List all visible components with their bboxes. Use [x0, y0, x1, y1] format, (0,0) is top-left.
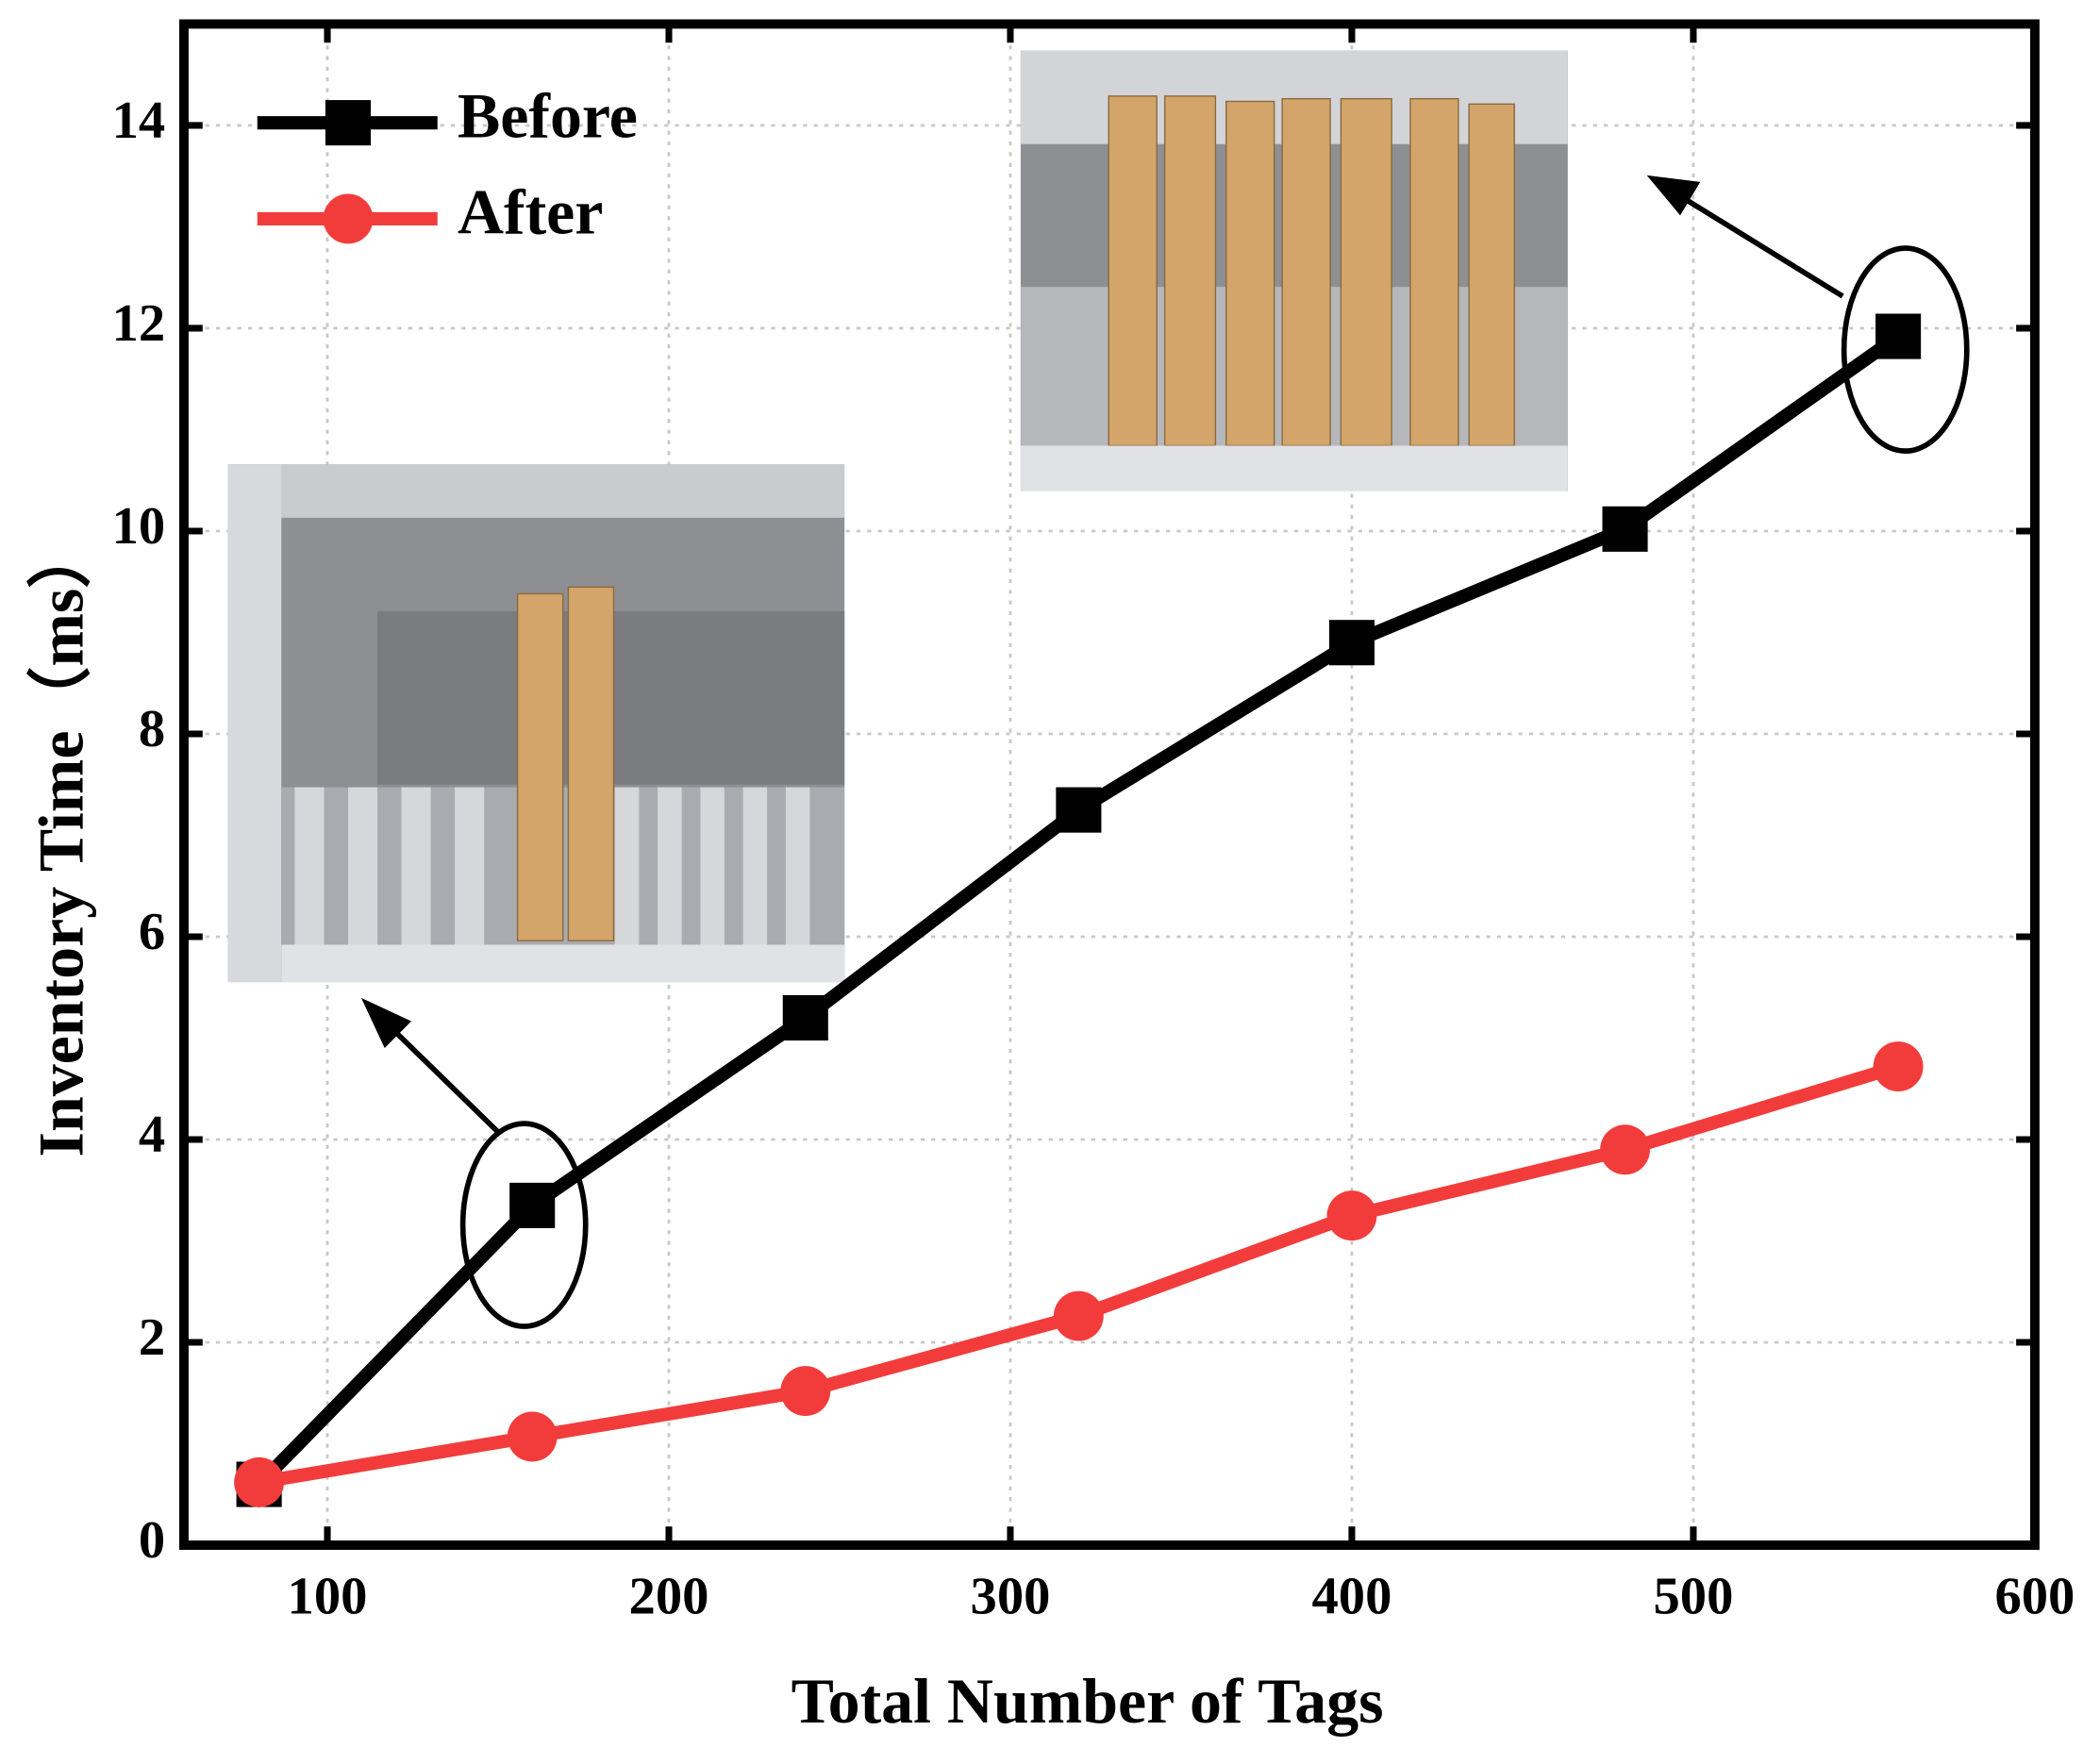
- data-point: [234, 1456, 285, 1507]
- legend-marker: [325, 100, 372, 146]
- y-tick-label: 0: [139, 1511, 165, 1570]
- x-tick-label: 300: [971, 1567, 1051, 1625]
- y-tick-label: 10: [112, 497, 166, 556]
- y-tick-label: 2: [139, 1308, 165, 1367]
- data-point: [1053, 1290, 1104, 1341]
- x-tick-label: 100: [288, 1567, 368, 1625]
- data-point: [507, 1411, 558, 1462]
- legend-label: Before: [458, 81, 638, 152]
- data-point: [1600, 1124, 1650, 1175]
- y-tick-label: 6: [139, 903, 165, 961]
- legend-marker: [323, 193, 374, 244]
- annotation-callouts: [360, 175, 1970, 1329]
- data-point: [1326, 1190, 1377, 1241]
- x-axis-title: Total Number of Tags: [792, 1666, 1384, 1737]
- y-tick-label: 12: [112, 294, 166, 353]
- data-point: [1328, 620, 1375, 666]
- x-tick-label: 600: [1994, 1567, 2075, 1625]
- x-tick-label: 200: [629, 1567, 709, 1625]
- y-axis-title: Inventory Time（ms）: [25, 524, 96, 1157]
- data-point: [1602, 506, 1648, 552]
- data-point: [782, 994, 828, 1041]
- plot: Before After: [183, 24, 2039, 1549]
- data-point: [1056, 787, 1102, 833]
- inset-photo-large: [1020, 50, 1568, 491]
- legend-label: After: [458, 177, 603, 248]
- data-point: [1875, 313, 1922, 359]
- y-tick-label: 8: [139, 700, 165, 758]
- x-tick-label: 400: [1312, 1567, 1392, 1625]
- inset-photo-small: [227, 464, 845, 983]
- data-point: [1873, 1041, 1924, 1092]
- data-point: [780, 1366, 831, 1417]
- data-point: [509, 1182, 556, 1228]
- plot-frame: [179, 19, 2040, 1550]
- x-tick-label: 500: [1653, 1567, 1733, 1625]
- y-tick-label: 14: [112, 92, 166, 150]
- y-tick-label: 4: [139, 1106, 165, 1164]
